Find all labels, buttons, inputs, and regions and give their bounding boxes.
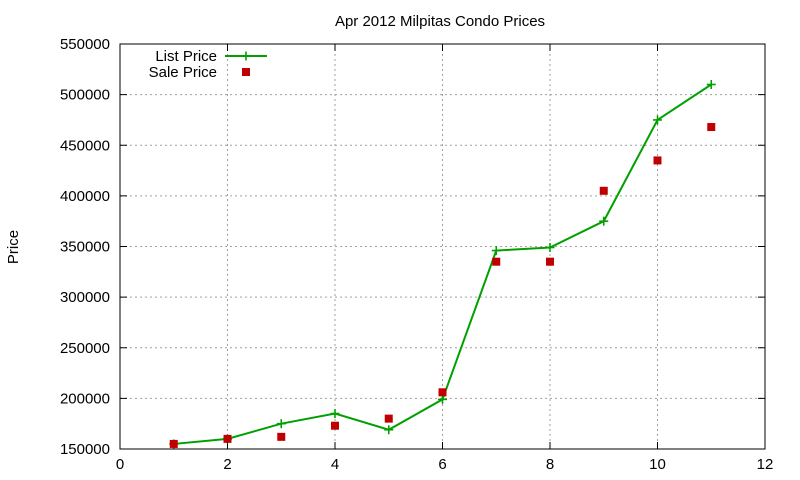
y-tick-label: 300000 bbox=[60, 289, 110, 306]
sale-price-point bbox=[438, 388, 447, 397]
series-layer bbox=[169, 80, 716, 449]
y-tick-label: 250000 bbox=[60, 340, 110, 357]
x-tick-label: 2 bbox=[223, 456, 231, 473]
y-tick-label: 550000 bbox=[60, 36, 110, 53]
sale-price-point bbox=[223, 434, 232, 443]
sale-price-point bbox=[492, 257, 501, 266]
x-tick-label: 4 bbox=[331, 456, 339, 473]
x-tick-label: 10 bbox=[649, 456, 666, 473]
sale-price-point bbox=[546, 257, 554, 266]
x-tick-label: 6 bbox=[438, 456, 446, 473]
y-axis-label: Price bbox=[5, 230, 22, 264]
y-tick-label: 450000 bbox=[60, 137, 110, 154]
sale-price-point bbox=[707, 123, 716, 132]
grid-lines bbox=[120, 44, 765, 449]
sale-price-point bbox=[384, 414, 393, 423]
y-tick-label: 150000 bbox=[60, 441, 110, 458]
chart-title: Apr 2012 Milpitas Condo Prices bbox=[335, 13, 545, 30]
legend-swatch-sale-price bbox=[242, 68, 250, 76]
sale-price-point bbox=[653, 156, 662, 165]
y-tick-label: 400000 bbox=[60, 188, 110, 205]
x-tick-label: 12 bbox=[757, 456, 774, 473]
axis-ticks: 1500002000002500003000003500004000004500… bbox=[60, 36, 773, 473]
sale-price-point bbox=[169, 439, 178, 448]
y-tick-label: 200000 bbox=[60, 390, 110, 407]
x-tick-label: 0 bbox=[116, 456, 124, 473]
legend-label-list-price: List Price bbox=[155, 48, 217, 65]
y-tick-label: 350000 bbox=[60, 239, 110, 256]
legend-label-sale-price: Sale Price bbox=[149, 64, 217, 81]
y-tick-label: 500000 bbox=[60, 87, 110, 104]
x-tick-label: 8 bbox=[546, 456, 554, 473]
sale-price-point bbox=[277, 432, 286, 441]
sale-price-series bbox=[169, 123, 716, 448]
sale-price-point bbox=[599, 186, 608, 195]
sale-price-point bbox=[331, 421, 339, 430]
